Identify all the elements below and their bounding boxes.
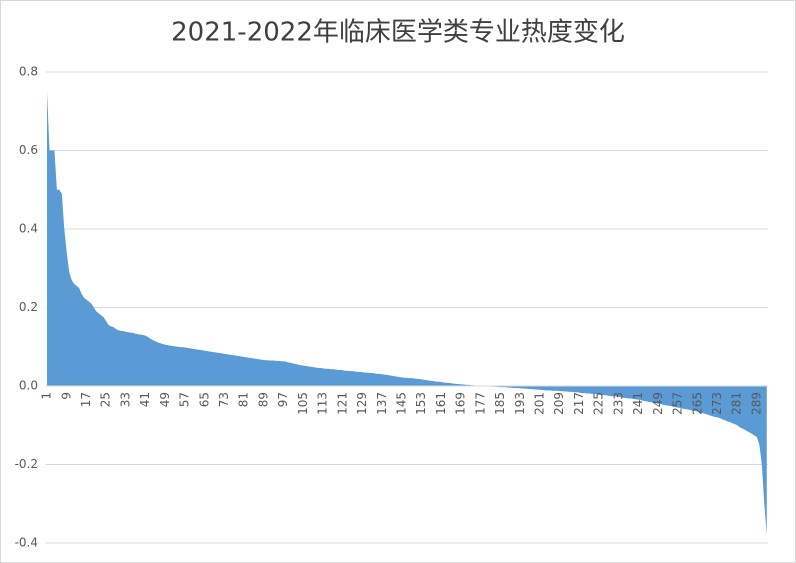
x-tick-label: 97 [276,392,290,407]
x-tick-label: 281 [730,392,744,415]
y-tick-label: 0.8 [19,65,38,79]
y-tick-label: 0.4 [19,222,38,236]
x-tick-label: 17 [79,392,93,407]
x-tick-label: 73 [217,392,231,407]
x-tick-label: 49 [158,392,172,407]
x-tick-label: 225 [592,392,606,415]
x-tick-label: 137 [375,392,389,415]
x-tick-label: 113 [316,392,330,415]
x-tick-label: 249 [651,392,665,415]
x-tick-label: 201 [533,392,547,415]
x-tick-label: 241 [631,392,645,415]
x-tick-label: 129 [355,392,369,415]
x-tick-label: 193 [513,392,527,415]
x-tick-label: 273 [710,392,724,415]
x-tick-label: 209 [552,392,566,415]
x-tick-label: 1 [40,392,54,400]
x-tick-label: 41 [138,392,152,407]
x-tick-label: 57 [178,392,192,407]
x-tick-label: 289 [749,392,763,415]
x-tick-label: 233 [611,392,625,415]
y-tick-label: -0.2 [15,457,38,471]
x-tick-label: 169 [454,392,468,415]
x-tick-label: 81 [237,392,251,407]
y-tick-label: 0.0 [19,379,38,393]
x-tick-label: 121 [335,392,349,415]
x-tick-label: 33 [118,392,132,407]
x-tick-label: 145 [394,392,408,415]
x-tick-label: 161 [434,392,448,415]
x-tick-label: 9 [59,392,73,400]
y-tick-label: 0.2 [19,300,38,314]
x-tick-label: 217 [572,392,586,415]
x-tick-label: 65 [197,392,211,407]
x-tick-label: 105 [296,392,310,415]
x-tick-label: 153 [414,392,428,415]
y-tick-label: 0.6 [19,143,38,157]
x-tick-label: 177 [473,392,487,415]
x-tick-label: 185 [493,392,507,415]
x-tick-label: 25 [99,392,113,407]
x-tick-label: 265 [690,392,704,415]
x-tick-label: 257 [671,392,685,415]
y-tick-label: -0.4 [15,536,38,550]
chart-title: 2021-2022年临床医学类专业热度变化 [171,18,625,48]
x-tick-label: 89 [256,392,270,407]
